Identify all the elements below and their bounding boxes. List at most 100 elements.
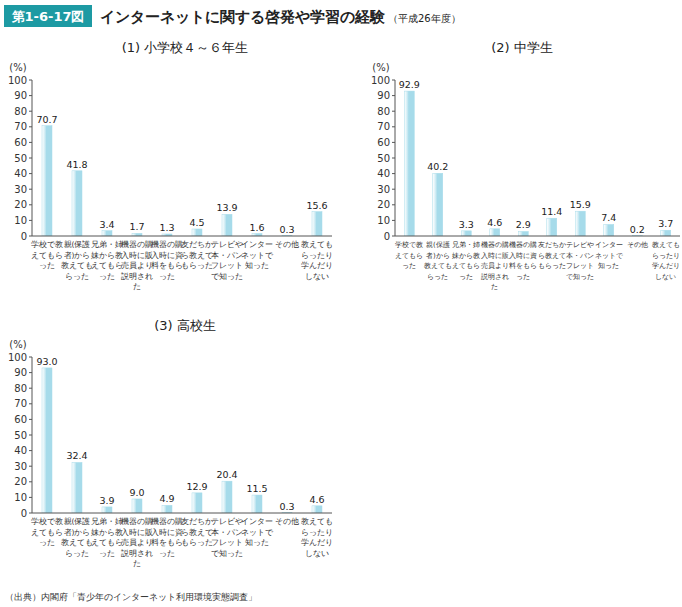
x-tick-label-line: った — [516, 273, 530, 281]
x-tick-label-line: テレビや — [211, 240, 243, 249]
data-label: 93.0 — [36, 356, 57, 367]
y-tick-label: 50 — [14, 430, 27, 441]
x-tick-label-line: で知った — [211, 272, 243, 281]
x-tick-label-line: た — [133, 559, 141, 568]
y-tick-label: 80 — [14, 383, 27, 394]
chart-title: (1) 小学校４～６年生 — [122, 40, 249, 55]
x-tick-label-line: 知った — [245, 538, 269, 547]
x-tick-label-line: 説明され — [481, 273, 509, 281]
x-tick-label-line: らった — [65, 272, 89, 281]
data-label: 41.8 — [66, 159, 87, 170]
y-tick-label: 30 — [14, 184, 27, 195]
bar — [72, 171, 82, 236]
bar — [102, 507, 112, 513]
x-tick-label-line: 学校で教 — [395, 241, 423, 249]
x-tick-label-line: 入時に資 — [509, 252, 537, 260]
bar — [222, 481, 232, 513]
x-tick-label-line: テレビや — [211, 517, 243, 526]
x-tick-label: その他 — [275, 240, 299, 249]
x-tick-label-line: 料をもら — [509, 262, 537, 270]
y-tick-label: 70 — [377, 121, 390, 132]
x-tick-label-line: テレビや — [566, 241, 594, 249]
x-tick-label: テレビや本・パンフレットで知った — [211, 240, 243, 281]
x-tick-label: 機器の購入時に資料をもらった — [151, 240, 183, 281]
x-tick-label-line: 知った — [598, 262, 619, 270]
data-label: 92.9 — [399, 79, 420, 90]
x-tick-label-line: で知った — [566, 273, 594, 281]
chart-panel: (1) 小学校４～６年生(%)010203040506070809010070.… — [8, 40, 333, 291]
x-tick-label-line: しない — [305, 549, 329, 558]
x-tick-label: 学校で教えてもらった — [31, 240, 63, 270]
x-tick-label-line: 売員より — [121, 538, 153, 547]
x-tick-label-line: 本・パン — [211, 528, 243, 537]
data-label: 70.7 — [36, 114, 57, 125]
chart-panel: (3) 高校生(%)010203040506070809010093.032.4… — [8, 318, 333, 568]
x-tick-label-line: 兄弟・姉 — [91, 240, 123, 249]
x-tick-label-line: 友だちか — [181, 240, 213, 249]
bar — [433, 173, 443, 236]
x-tick-label-line: その他 — [275, 240, 299, 249]
x-tick-label-line: えてもら — [91, 261, 123, 270]
x-tick-label-line: った — [402, 262, 416, 270]
x-tick-label: 教えてもらったり学んだりしない — [301, 240, 333, 281]
y-axis — [32, 357, 33, 513]
x-tick-label-line: 学校で教 — [31, 517, 63, 526]
x-tick-label-line: 入時に販 — [121, 528, 153, 537]
x-tick-label-line: ネットで — [241, 251, 274, 260]
y-tick-label: 100 — [371, 75, 390, 86]
x-tick-label-line: 親(保護 — [64, 240, 91, 249]
y-tick-label: 20 — [14, 199, 27, 210]
y-tick-label: 70 — [14, 121, 27, 132]
data-label: 0.2 — [630, 224, 645, 235]
x-tick-label-line: らった — [427, 273, 448, 281]
x-tick-label-line: 学校で教 — [31, 240, 63, 249]
bar — [72, 462, 82, 513]
x-tick-label-line: った — [99, 549, 115, 558]
x-axis — [395, 236, 680, 237]
y-tick-label: 10 — [14, 215, 27, 226]
x-tick-label: 親(保護者)から教えてもらった — [61, 240, 93, 281]
y-tick-label: 40 — [14, 168, 27, 179]
y-tick-label: 30 — [377, 184, 390, 195]
data-label: 11.5 — [246, 483, 267, 494]
x-tick-label: インターネットで知った — [241, 240, 274, 270]
data-label: 4.6 — [309, 494, 324, 505]
x-tick-label: 機器の購入時に販売員より説明された — [121, 517, 153, 568]
x-tick-label-line: 本・パン — [211, 251, 243, 260]
x-tick-label-line: フレット — [211, 261, 243, 270]
data-label: 4.5 — [189, 217, 204, 228]
x-tick-label-line: 売員より — [121, 261, 153, 270]
x-tick-label-line: 友だちか — [181, 517, 213, 526]
x-tick-label-line: らった — [65, 549, 89, 558]
x-tick-label-line: フレット — [211, 538, 243, 547]
x-axis — [32, 236, 332, 237]
x-tick-label-line: えてもら — [31, 251, 63, 260]
y-tick-label: 50 — [377, 153, 390, 164]
x-tick-label-line: 教えても — [301, 517, 333, 526]
data-label: 3.3 — [459, 219, 474, 230]
x-tick-label: 友だちから教えてもらった — [181, 517, 213, 547]
x-tick-label-line: 親(保護 — [64, 517, 91, 526]
title: インターネットに関する啓発や学習の経験 — [100, 8, 386, 26]
bar — [222, 214, 232, 236]
data-label: 3.7 — [658, 218, 673, 229]
y-tick-label: 80 — [14, 106, 27, 117]
x-tick-label: テレビや本・パンフレットで知った — [566, 241, 594, 281]
x-tick-label-line: もらった — [181, 261, 213, 270]
source-note: （出典）内閣府「青少年のインターネット利用環境実態調査」 — [5, 592, 257, 602]
x-tick-label-line: 入時に販 — [121, 251, 153, 260]
x-tick-label-line: しない — [655, 273, 676, 281]
data-label: 20.4 — [216, 469, 237, 480]
x-tick-label-line: 機器の購 — [121, 517, 153, 526]
data-label: 15.9 — [570, 199, 591, 210]
x-axis — [32, 513, 332, 514]
x-tick-label-line: えてもら — [31, 528, 63, 537]
data-label: 1.3 — [159, 222, 174, 233]
x-tick-label: 兄弟・姉妹から教えてもらった — [91, 240, 123, 281]
x-tick-label-line: 機器の購 — [151, 240, 183, 249]
y-tick-label: 0 — [21, 231, 27, 242]
y-tick-label: 30 — [14, 461, 27, 472]
x-tick-label: 教えてもらったり学んだりしない — [652, 241, 680, 281]
data-label: 13.9 — [216, 202, 237, 213]
x-tick-label-line: 入時に販 — [481, 252, 509, 260]
